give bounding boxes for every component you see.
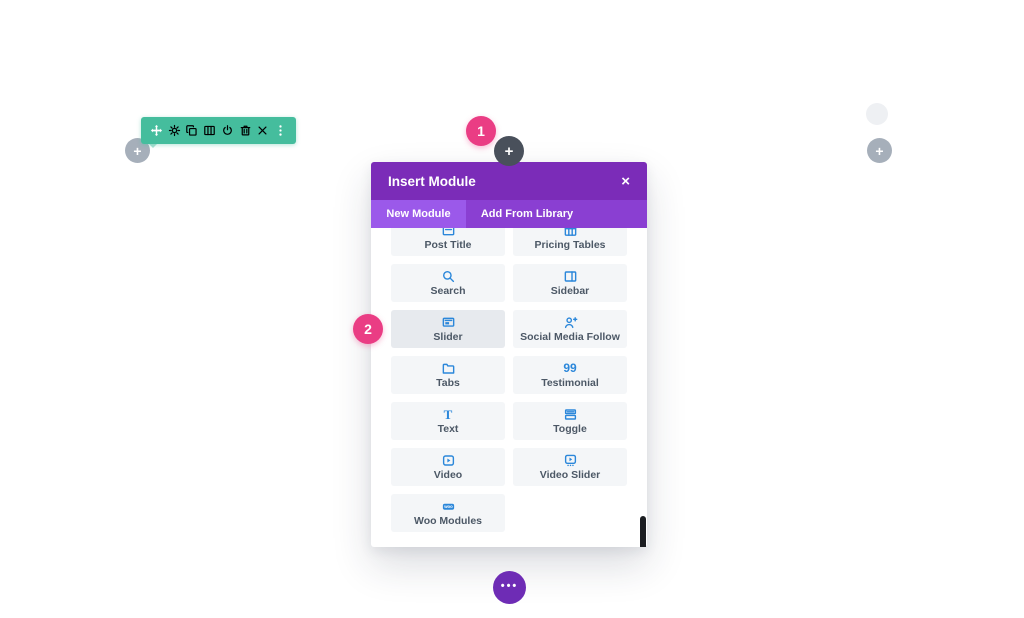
slider-icon	[441, 315, 456, 330]
toggle-icon	[563, 407, 578, 422]
module-grid: Post Title Pricing Tables Search Sidebar Sli…	[391, 228, 627, 532]
module-button-pricing-tables[interactable]: Pricing Tables	[513, 228, 627, 256]
module-button-video[interactable]: Video	[391, 448, 505, 486]
close-icon[interactable]	[256, 124, 269, 137]
page-settings-button[interactable]: •••	[493, 571, 526, 604]
video-icon	[441, 453, 456, 468]
modal-scrollbar[interactable]	[640, 516, 646, 547]
module-button-search[interactable]: Search	[391, 264, 505, 302]
row-toolbar	[141, 117, 296, 144]
modal-tabbar: New Module Add From Library	[371, 200, 647, 228]
insert-module-button[interactable]: +	[494, 136, 524, 166]
search-icon	[441, 269, 456, 284]
module-label: Social Media Follow	[520, 330, 620, 343]
woo-modules-icon: woo	[441, 499, 456, 514]
trash-icon[interactable]	[239, 124, 252, 137]
module-button-woo-modules[interactable]: woo Woo Modules	[391, 494, 505, 532]
module-button-slider[interactable]: Slider	[391, 310, 505, 348]
module-label: Toggle	[553, 422, 587, 435]
post-title-icon	[441, 228, 456, 238]
module-label: Sidebar	[550, 284, 590, 297]
modal-title: Insert Module	[388, 173, 476, 189]
modal-body: Post Title Pricing Tables Search Sidebar Sli…	[371, 228, 647, 547]
module-button-text[interactable]: T Text	[391, 402, 505, 440]
module-label: Text	[437, 422, 459, 435]
insert-module-modal: Insert Module × New Module Add From Libra…	[371, 155, 647, 547]
video-slider-icon	[563, 453, 578, 468]
module-button-toggle[interactable]: Toggle	[513, 402, 627, 440]
module-label: Tabs	[436, 376, 460, 389]
move-icon[interactable]	[150, 124, 163, 137]
module-label: Pricing Tables	[534, 238, 606, 251]
social-media-follow-icon	[563, 315, 578, 330]
module-label: Search	[430, 284, 466, 297]
module-label: Testimonial	[541, 376, 599, 389]
text-icon: T	[443, 406, 453, 422]
faded-button	[866, 103, 888, 125]
testimonial-icon: 99	[563, 361, 577, 376]
tab-new-module[interactable]: New Module	[371, 200, 466, 228]
gear-icon[interactable]	[168, 124, 181, 137]
module-label: Video Slider	[539, 468, 601, 481]
module-button-testimonial[interactable]: 99 Testimonial	[513, 356, 627, 394]
module-label: Slider	[433, 330, 463, 343]
module-button-video-slider[interactable]: Video Slider	[513, 448, 627, 486]
tab-add-from-library[interactable]: Add From Library	[480, 208, 574, 220]
module-button-tabs[interactable]: Tabs	[391, 356, 505, 394]
row-toolbar-pointer	[147, 142, 159, 148]
sidebar-icon	[563, 269, 578, 284]
module-label: Video	[433, 468, 463, 481]
module-label: Post Title	[424, 238, 472, 251]
annotation-step-2: 2	[353, 314, 383, 344]
module-button-sidebar[interactable]: Sidebar	[513, 264, 627, 302]
annotation-step-1: 1	[466, 116, 496, 146]
add-section-button-right[interactable]: +	[867, 138, 892, 163]
more-vertical-icon[interactable]	[274, 124, 287, 137]
disable-icon[interactable]	[221, 124, 234, 137]
svg-text:woo: woo	[443, 504, 453, 509]
tabs-icon	[441, 361, 456, 376]
columns-icon[interactable]	[203, 124, 216, 137]
duplicate-icon[interactable]	[185, 124, 198, 137]
close-icon[interactable]: ×	[621, 172, 630, 190]
module-button-social-media-follow[interactable]: Social Media Follow	[513, 310, 627, 348]
pricing-tables-icon	[563, 228, 578, 238]
modal-header: Insert Module ×	[371, 162, 647, 200]
module-button-post-title[interactable]: Post Title	[391, 228, 505, 256]
module-label: Woo Modules	[413, 514, 483, 527]
